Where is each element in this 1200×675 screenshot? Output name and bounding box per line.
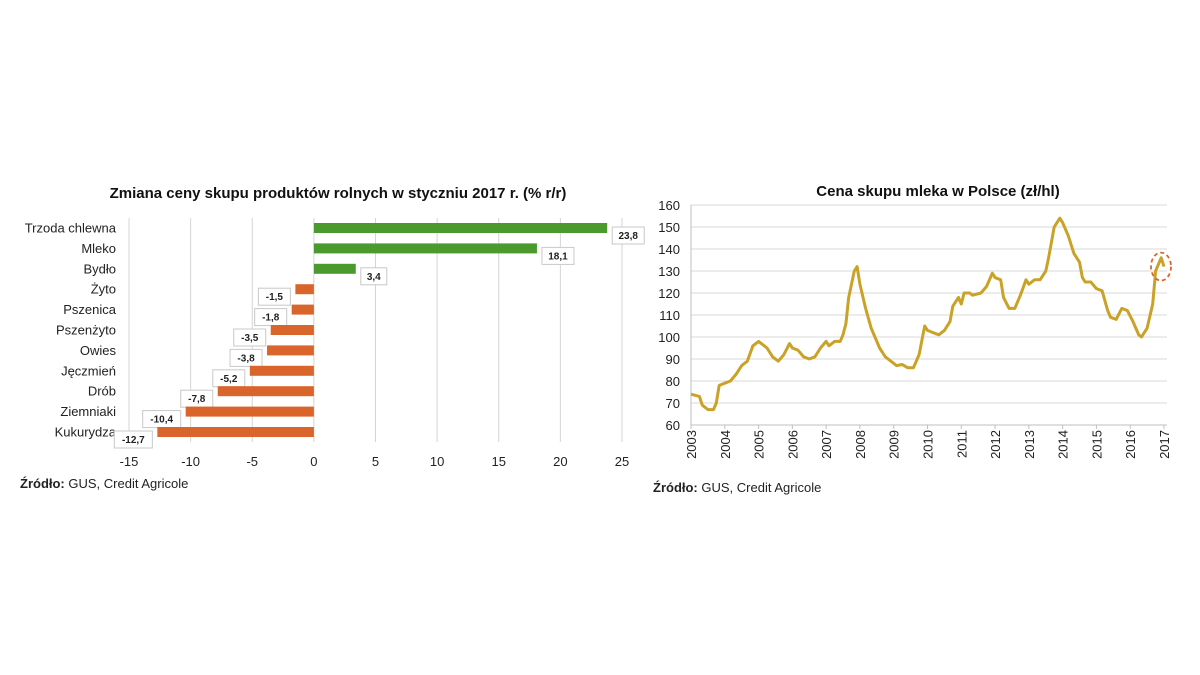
x-tick-label: 25: [615, 454, 629, 469]
highlight-circle: [1150, 251, 1172, 282]
category-label: Żyto: [91, 282, 116, 297]
category-label: Kukurydza: [55, 425, 117, 440]
category-label: Pszenica: [63, 302, 117, 317]
data-label: -1,8: [262, 313, 280, 324]
category-label: Drób: [88, 384, 116, 399]
category-label: Pszenżyto: [56, 323, 116, 338]
category-label: Jęczmień: [61, 363, 116, 378]
x-tick-label: 5: [372, 454, 379, 469]
x-tick-label: 2017: [1157, 430, 1172, 459]
y-tick-label: 70: [666, 396, 680, 411]
source-label: Źródło:: [653, 480, 698, 495]
x-tick-label: 20: [553, 454, 567, 469]
data-label-box: [257, 287, 291, 306]
data-label: -10,4: [150, 415, 173, 426]
y-tick-label: 110: [659, 308, 680, 323]
category-label: Bydło: [83, 261, 116, 276]
data-label: -7,8: [188, 394, 206, 405]
source-label: Źródło:: [20, 476, 65, 491]
x-tick-label: 10: [430, 454, 444, 469]
y-tick-label: 130: [658, 264, 680, 279]
category-label: Ziemniaki: [60, 404, 116, 419]
data-label: -12,7: [122, 435, 145, 446]
y-tick-label: 100: [658, 330, 680, 345]
x-tick-label: 2005: [752, 430, 767, 459]
data-label: 3,4: [367, 272, 381, 283]
x-tick-label: 2010: [921, 430, 936, 459]
category-label: Trzoda chlewna: [25, 221, 117, 236]
bar: [249, 365, 314, 376]
x-tick-label: 2009: [887, 430, 902, 459]
x-tick-label: 2004: [718, 430, 733, 459]
line-chart-source: Źródło: GUS, Credit Agricole: [653, 480, 821, 495]
source-text: GUS, Credit Agricole: [698, 480, 822, 495]
data-label: -3,8: [237, 353, 255, 364]
x-tick-label: -10: [181, 454, 200, 469]
y-tick-label: 120: [658, 286, 680, 301]
data-label-box: [229, 348, 263, 367]
data-label-box: [611, 226, 645, 245]
y-tick-label: 150: [658, 220, 680, 235]
x-tick-label: -15: [120, 454, 139, 469]
y-tick-label: 60: [666, 418, 680, 433]
bar: [157, 427, 314, 437]
x-tick-label: 2015: [1089, 430, 1104, 459]
x-tick-label: 2016: [1123, 430, 1138, 459]
category-label: Mleko: [81, 241, 116, 256]
x-tick-label: 2014: [1056, 430, 1071, 459]
bar: [295, 284, 314, 295]
x-tick-label: -5: [246, 454, 258, 469]
data-label-box: [360, 267, 388, 286]
data-label: 18,1: [548, 251, 568, 262]
data-label-box: [541, 246, 575, 265]
bar-chart-title: Zmiana ceny skupu produktów rolnych w st…: [110, 185, 567, 202]
y-tick-label: 140: [658, 242, 680, 257]
x-tick-label: 15: [492, 454, 506, 469]
source-text: GUS, Credit Agricole: [65, 476, 189, 491]
data-label: -1,5: [266, 292, 284, 303]
bar: [313, 223, 608, 233]
bar-chart-source: Źródło: GUS, Credit Agricole: [20, 476, 188, 491]
bar: [217, 386, 314, 397]
line-chart-title: Cena skupu mleka w Polsce (zł/hl): [816, 183, 1059, 200]
x-tick-label: 2008: [853, 430, 868, 459]
bar: [313, 263, 356, 274]
data-label: -3,5: [241, 333, 259, 344]
y-tick-label: 90: [666, 352, 680, 367]
bar: [267, 345, 314, 356]
bar: [291, 304, 314, 315]
data-label-box: [113, 430, 153, 449]
x-tick-label: 2007: [819, 430, 834, 459]
bar: [313, 243, 537, 254]
y-tick-label: 160: [658, 198, 680, 213]
bar: [185, 406, 314, 417]
y-tick-label: 80: [666, 374, 680, 389]
category-label: Owies: [80, 343, 117, 358]
data-label: -5,2: [220, 374, 238, 385]
x-tick-label: 2006: [785, 430, 800, 459]
x-tick-label: 2003: [684, 430, 699, 459]
bar: [270, 325, 314, 335]
data-label: 23,8: [618, 231, 638, 242]
x-tick-label: 2012: [988, 430, 1003, 459]
data-label-box: [233, 328, 267, 347]
milk-price-line: [690, 216, 1166, 412]
x-tick-label: 2011: [954, 430, 969, 458]
x-tick-label: 2013: [1022, 430, 1037, 459]
x-tick-label: 0: [310, 454, 317, 469]
data-label-box: [254, 308, 288, 327]
